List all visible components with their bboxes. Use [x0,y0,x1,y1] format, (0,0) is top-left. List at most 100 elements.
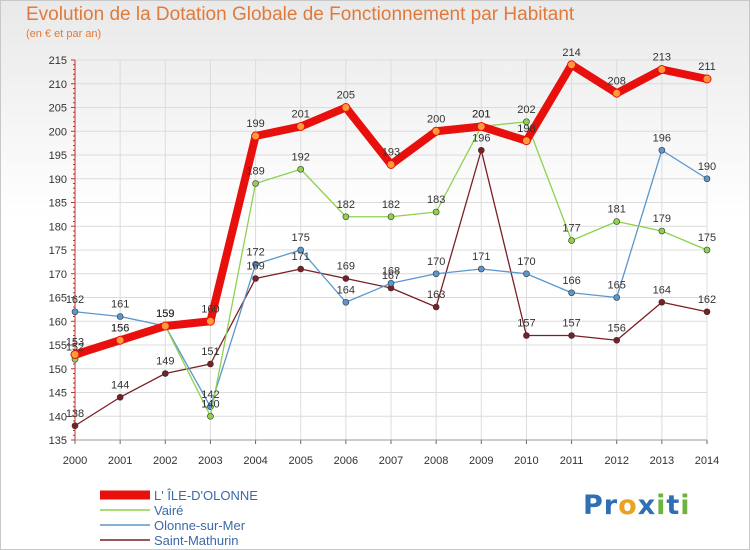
data-point [476,122,486,131]
data-label: 160 [201,303,219,315]
data-point [568,289,575,297]
y-tick-label: 180 [49,221,67,233]
data-label: 144 [111,379,129,391]
y-tick-labels: 135 140 145 150 155 160 165 170 175 180 185 190 195 2… [49,55,67,447]
data-point [567,60,577,70]
axes [71,59,708,444]
y-tick-label: 165 [49,293,67,305]
data-point [432,270,440,278]
legend: L' ÎLE-D'OLONNEVairéOlonne-sur-MerSaint-… [100,488,258,548]
data-point [252,260,259,268]
data-label: 165 [608,280,626,292]
x-tick-label: 2001 [108,455,132,467]
data-label: 162 [66,294,84,306]
data-label: 168 [382,265,400,277]
data-point [161,370,169,377]
y-tick-label: 215 [49,55,67,67]
data-label: 171 [472,251,490,263]
x-tick-label: 2003 [198,455,222,467]
data-label: 163 [427,289,445,301]
data-label: 157 [562,318,580,330]
logo-letter: i [656,490,667,521]
y-tick-label: 210 [49,79,67,91]
data-label: 177 [562,223,580,235]
data-label: 181 [608,204,626,216]
logo-letter: x [637,490,657,521]
y-tick-label: 150 [49,364,67,376]
y-tick-label: 190 [49,174,67,186]
data-label: 190 [698,161,716,173]
logo-letter: i [680,490,691,521]
data-label: 201 [472,109,490,121]
data-label: 214 [562,47,580,59]
data-label: 153 [66,337,84,349]
x-tick-label: 2012 [604,455,628,467]
grid-lines [74,59,708,441]
data-point [160,321,170,331]
y-tick-label: 175 [49,245,67,257]
x-tick-label: 2010 [514,455,538,467]
data-point [387,213,395,221]
data-point [657,65,667,74]
data-label: 196 [653,132,671,144]
y-tick-label: 155 [49,340,67,352]
data-label: 182 [382,199,400,211]
data-point [703,246,711,254]
data-point [432,303,440,311]
data-point [71,308,79,316]
data-label: 205 [337,90,355,102]
data-label: 200 [427,113,445,125]
data-point [658,227,666,235]
data-point [341,103,351,112]
data-label: 156 [608,322,626,334]
data-point [477,265,485,273]
y-tick-label: 205 [49,103,67,115]
data-point [207,360,214,368]
data-point [296,122,306,131]
data-point [658,146,666,154]
data-point [658,298,666,306]
data-label: 166 [562,275,580,287]
data-point [116,313,124,320]
legend-label: L' ÎLE-D'OLONNE [154,488,258,503]
data-point [342,213,350,221]
x-tick-label: 2002 [153,455,177,467]
data-label: 170 [427,256,445,268]
data-point [612,88,622,98]
y-tick-label: 140 [49,411,67,423]
x-tick-label: 2009 [469,455,493,467]
data-point [207,412,214,420]
data-point [613,218,621,225]
data-label: 171 [292,251,310,263]
chart-title: Evolution de la Dotation Globale de Fonc… [26,4,575,25]
data-label: 175 [698,232,716,244]
data-point [613,294,621,301]
y-tick-label: 170 [49,269,67,281]
data-label: 169 [246,261,264,273]
data-point [703,175,711,183]
data-label: 198 [517,123,535,135]
logo-letter: r [603,490,619,521]
data-point [568,237,575,244]
data-label: 159 [156,308,174,320]
legend-label: Olonne-sur-Mer [154,518,246,533]
chart-subtitle: (en € et par an) [26,28,102,40]
data-point [70,350,80,359]
data-labels: 138 144 149 151 169 171 169 167 163 196 157 157 156 1… [66,47,716,420]
data-point [297,265,305,273]
series-lines [70,60,712,430]
data-label: 164 [653,284,671,296]
y-tick-label: 195 [49,150,67,162]
data-label: 140 [201,398,219,410]
data-label: 159 [156,308,174,320]
data-point [431,126,441,136]
data-point [477,146,485,154]
data-label: 193 [382,147,400,159]
x-tick-label: 2004 [243,455,267,467]
x-tick-label: 2008 [424,455,448,467]
data-point [71,422,79,430]
data-label: 157 [517,318,535,330]
data-point [703,308,711,316]
x-tick-label: 2011 [560,455,584,467]
